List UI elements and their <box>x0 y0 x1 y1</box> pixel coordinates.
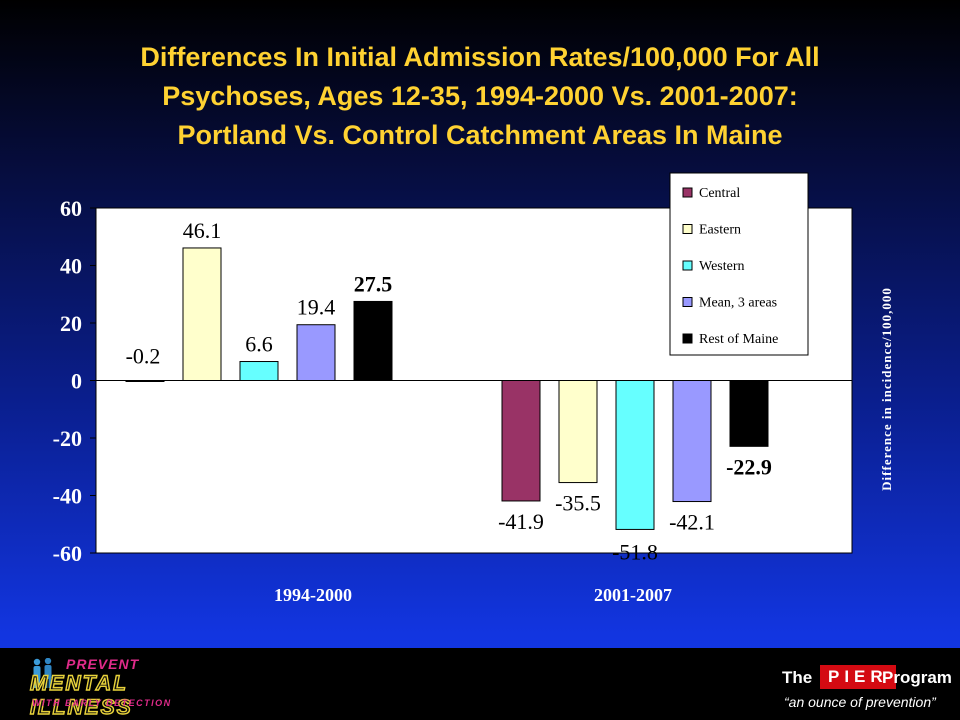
x-category-label: 2001-2007 <box>594 585 672 605</box>
y-axis-title: Difference in incidence/100,000 <box>879 287 894 491</box>
data-label: 6.6 <box>245 332 273 357</box>
bar-mean-3-areas-2001-2007 <box>672 380 712 503</box>
pier-brand-box: PIER <box>820 665 896 689</box>
legend-label: Central <box>699 186 740 201</box>
data-label: -22.9 <box>726 454 772 479</box>
data-label: -0.2 <box>126 344 161 369</box>
pier-program-text: Program <box>882 668 952 687</box>
footer-bar: PREVENT MENTAL ILLNESS WITH EARLY DETECT… <box>0 648 960 720</box>
data-label: -41.9 <box>498 509 544 534</box>
title-line-1: Differences In Initial Admission Rates/1… <box>140 42 820 72</box>
bar-mean-3-areas-1994-2000 <box>296 324 336 382</box>
logo-mental-illness-text: MENTAL ILLNESS <box>29 671 133 719</box>
people-figures-icon <box>33 658 52 688</box>
y-tick-label: 20 <box>60 311 82 336</box>
bar-central-2001-2007 <box>501 380 541 502</box>
y-tick-label: 40 <box>60 254 82 279</box>
legend-label: Rest of Maine <box>699 332 778 347</box>
y-tick-label: 0 <box>71 369 82 394</box>
title-line-2: Psychoses, Ages 12-35, 1994-2000 Vs. 200… <box>162 81 798 111</box>
legend-label: Western <box>699 259 745 274</box>
legend-swatch <box>682 260 693 271</box>
legend-swatch <box>682 297 693 307</box>
bar-western-2001-2007 <box>615 380 655 530</box>
legend-label: Mean, 3 areas <box>699 296 777 311</box>
pier-program-logo: The PIER Program “an ounce of prevention… <box>770 660 952 716</box>
bar-eastern-1994-2000 <box>182 247 222 381</box>
bar-rest-of-maine-2001-2007 <box>729 380 769 447</box>
bar-eastern-2001-2007 <box>558 380 598 484</box>
prevent-mental-illness-logo: PREVENT MENTAL ILLNESS WITH EARLY DETECT… <box>29 654 200 720</box>
logo-early-detection-text: WITH EARLY DETECTION <box>32 698 172 708</box>
data-label: 27.5 <box>354 271 393 296</box>
legend-label: Eastern <box>699 223 741 238</box>
pier-the-text: The <box>782 668 813 687</box>
data-label: -35.5 <box>555 491 601 516</box>
bar-rest-of-maine-1994-2000 <box>353 300 393 381</box>
y-tick-label: -20 <box>53 426 82 451</box>
bar-western-1994-2000 <box>239 361 279 381</box>
title-line-3: Portland Vs. Control Catchment Areas In … <box>177 120 783 150</box>
y-tick-label: -60 <box>53 541 82 566</box>
pier-tagline: “an ounce of prevention” <box>784 694 936 710</box>
logo-prevent-text: PREVENT <box>66 656 140 672</box>
slide-title: Differences In Initial Admission Rates/1… <box>40 38 920 155</box>
data-label: 46.1 <box>183 218 222 243</box>
legend-box <box>669 172 809 356</box>
bar-central-1994-2000 <box>125 380 165 382</box>
legend-swatch <box>682 333 693 344</box>
legend-swatch <box>682 224 693 234</box>
data-label: -51.8 <box>612 539 658 564</box>
x-category-label: 1994-2000 <box>274 585 352 605</box>
legend-swatch <box>682 187 693 198</box>
y-tick-label: -40 <box>53 484 82 509</box>
data-label: -42.1 <box>669 510 715 535</box>
data-label: 19.4 <box>297 295 336 320</box>
y-tick-label: 60 <box>60 196 82 221</box>
